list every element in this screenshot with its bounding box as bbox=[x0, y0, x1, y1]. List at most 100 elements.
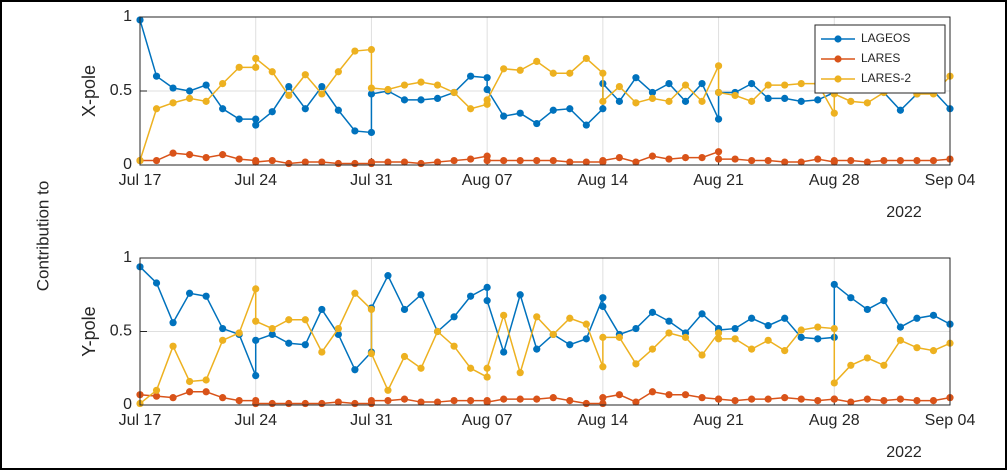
data-point bbox=[797, 158, 805, 166]
data-point bbox=[483, 156, 491, 165]
data-point bbox=[417, 96, 425, 104]
data-point bbox=[384, 396, 392, 405]
data-point bbox=[582, 335, 590, 343]
legend: LAGEOS LARES LARES-2 bbox=[814, 24, 946, 94]
data-point bbox=[202, 81, 210, 89]
data-point bbox=[483, 373, 491, 381]
data-point bbox=[417, 159, 425, 168]
data-point bbox=[433, 398, 442, 406]
data-point bbox=[268, 399, 276, 408]
data-point bbox=[847, 361, 855, 369]
data-point bbox=[268, 68, 276, 76]
data-point bbox=[400, 395, 409, 403]
data-point bbox=[566, 341, 574, 349]
data-point bbox=[301, 316, 309, 324]
data-point bbox=[285, 82, 293, 91]
data-point bbox=[516, 66, 524, 74]
data-point bbox=[301, 158, 309, 166]
y-tick-label: 1 bbox=[123, 8, 132, 25]
data-point bbox=[533, 313, 541, 321]
data-point bbox=[483, 96, 491, 104]
axes-box bbox=[139, 257, 951, 406]
data-point bbox=[400, 81, 409, 89]
x-tick-label: Aug 21 bbox=[693, 412, 744, 429]
data-point bbox=[152, 156, 161, 165]
data-point bbox=[285, 159, 293, 168]
data-point bbox=[252, 158, 260, 166]
data-point bbox=[615, 82, 623, 91]
data-point bbox=[599, 105, 607, 113]
data-point bbox=[698, 351, 706, 359]
data-point bbox=[252, 285, 260, 293]
legend-marker bbox=[834, 35, 842, 43]
data-point bbox=[152, 72, 161, 80]
y-tick-label: 0 bbox=[123, 396, 132, 413]
data-point bbox=[500, 311, 508, 319]
data-point bbox=[334, 159, 342, 168]
data-point bbox=[433, 327, 442, 336]
y-tick-label: 0 bbox=[123, 156, 132, 173]
data-point bbox=[665, 97, 673, 105]
data-point bbox=[516, 156, 524, 165]
data-point bbox=[681, 97, 690, 105]
data-point bbox=[781, 347, 789, 355]
data-point bbox=[847, 156, 855, 165]
data-point bbox=[632, 398, 640, 406]
data-point bbox=[450, 88, 458, 97]
data-point bbox=[400, 305, 409, 314]
data-point bbox=[433, 158, 442, 166]
data-point bbox=[847, 97, 855, 105]
data-point bbox=[268, 324, 276, 333]
data-point bbox=[781, 81, 789, 89]
data-point bbox=[814, 96, 822, 104]
data-point bbox=[714, 62, 723, 70]
data-point bbox=[929, 156, 938, 165]
data-point bbox=[582, 54, 590, 63]
data-point bbox=[615, 154, 623, 162]
data-point bbox=[367, 128, 376, 137]
data-point bbox=[880, 156, 888, 165]
data-point bbox=[665, 329, 673, 337]
data-point bbox=[334, 398, 342, 406]
x-tick-label: Sep 04 bbox=[925, 412, 976, 429]
data-point bbox=[681, 333, 690, 341]
x-tick-label: Jul 31 bbox=[350, 412, 393, 429]
data-point bbox=[516, 109, 524, 117]
data-point bbox=[169, 342, 177, 350]
data-point bbox=[334, 324, 342, 333]
data-point bbox=[582, 158, 590, 166]
x-tick-label: Aug 21 bbox=[693, 172, 744, 189]
figure-y-label: Contribution to bbox=[33, 181, 52, 292]
data-point bbox=[566, 158, 574, 166]
data-point bbox=[698, 80, 706, 88]
data-point bbox=[648, 308, 657, 316]
data-point bbox=[863, 395, 871, 403]
data-point bbox=[318, 158, 326, 166]
data-point bbox=[549, 156, 557, 165]
data-point bbox=[235, 396, 243, 405]
data-point bbox=[830, 395, 838, 403]
data-point bbox=[748, 97, 756, 105]
data-point bbox=[929, 396, 938, 405]
data-point bbox=[367, 84, 376, 92]
data-point bbox=[714, 335, 723, 343]
data-point bbox=[714, 115, 723, 123]
data-point bbox=[632, 360, 640, 368]
data-point bbox=[152, 105, 161, 113]
data-point bbox=[665, 80, 673, 88]
data-point bbox=[797, 333, 805, 341]
data-point bbox=[252, 336, 260, 344]
data-point bbox=[714, 155, 723, 163]
data-point bbox=[318, 348, 326, 356]
data-point bbox=[169, 84, 177, 92]
data-point bbox=[334, 68, 342, 76]
data-point bbox=[152, 392, 161, 400]
data-point bbox=[285, 91, 293, 100]
data-point bbox=[599, 97, 607, 105]
data-point bbox=[615, 97, 623, 105]
data-point bbox=[731, 335, 739, 343]
data-point bbox=[169, 394, 177, 402]
data-point bbox=[252, 63, 260, 71]
data-point bbox=[318, 305, 326, 314]
data-point bbox=[648, 388, 657, 396]
